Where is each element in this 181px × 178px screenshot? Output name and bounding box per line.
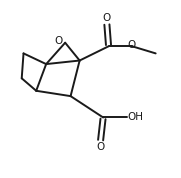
Text: O: O <box>127 40 135 49</box>
Text: OH: OH <box>128 112 144 122</box>
Text: O: O <box>103 13 111 23</box>
Text: O: O <box>54 36 62 46</box>
Text: O: O <box>96 142 105 152</box>
